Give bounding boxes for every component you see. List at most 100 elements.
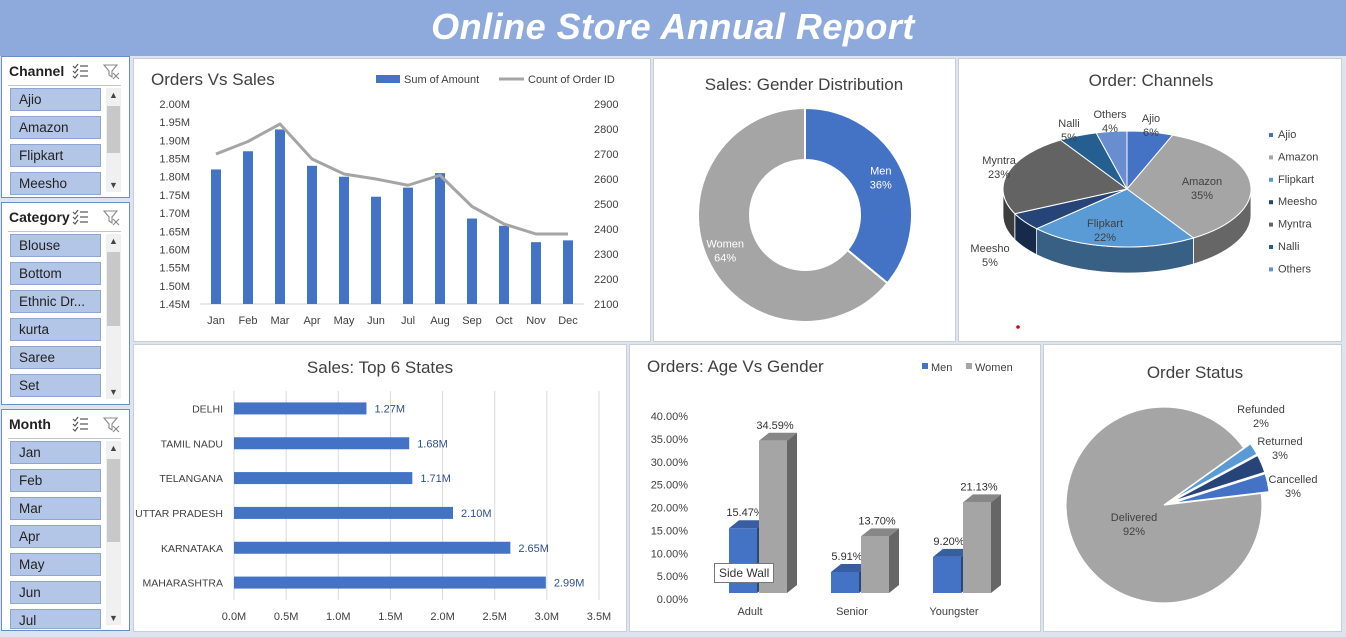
slice-label-name: Nalli bbox=[1058, 118, 1079, 130]
month-slicer: Month Jan Feb Mar Apr May Jun Jul ▲ ▼ bbox=[1, 409, 130, 631]
slicer-item-amazon[interactable]: Amazon bbox=[10, 116, 101, 139]
gender-distribution-panel: Sales: Gender Distribution Men 36% Women 64% bbox=[653, 58, 956, 342]
slicer-item-meesho[interactable]: Meesho bbox=[10, 172, 101, 195]
slicer-item-may[interactable]: May bbox=[10, 553, 101, 576]
bar-top-men bbox=[729, 520, 767, 529]
x-tick-label: 3.0M bbox=[535, 611, 559, 623]
donut-slice-women bbox=[697, 106, 889, 323]
y-left-tick-label: 1.85M bbox=[159, 154, 190, 166]
legend-label-orders: Count of Order ID bbox=[528, 74, 615, 86]
scroll-up-icon[interactable]: ▲ bbox=[109, 236, 118, 246]
pie-slice-amazon bbox=[1126, 134, 1252, 239]
pie-slice-delivered bbox=[1065, 406, 1263, 604]
data-label: 2.65M bbox=[518, 543, 549, 555]
y-tick-label: MAHARASHTRA bbox=[142, 578, 223, 590]
scroll-up-icon[interactable]: ▲ bbox=[109, 443, 118, 453]
slicer-item-jul[interactable]: Jul bbox=[10, 609, 101, 629]
slicer-item-ethnic-dr-[interactable]: Ethnic Dr... bbox=[10, 290, 101, 313]
slicer-item-flipkart[interactable]: Flipkart bbox=[10, 144, 101, 167]
pie-slice-returned bbox=[1171, 454, 1266, 503]
bar-karnataka bbox=[234, 541, 511, 554]
y-left-tick-label: 1.95M bbox=[159, 117, 190, 129]
slicer-item-saree[interactable]: Saree bbox=[10, 346, 101, 369]
slice-label-pct: 35% bbox=[1191, 190, 1213, 202]
clear-filter-icon[interactable] bbox=[101, 61, 121, 81]
bar-women-senior bbox=[861, 536, 889, 593]
slicer-item-jun[interactable]: Jun bbox=[10, 581, 101, 604]
legend-swatch-amount bbox=[376, 75, 400, 83]
slice-label-pct: 3% bbox=[1272, 450, 1288, 462]
scroll-down-icon[interactable]: ▼ bbox=[109, 180, 118, 190]
slicer-item-bottom[interactable]: Bottom bbox=[10, 262, 101, 285]
bar-amount-oct bbox=[499, 225, 509, 304]
bar-men-youngster bbox=[933, 556, 961, 593]
y-right-tick-label: 2500 bbox=[594, 199, 618, 211]
y-right-tick-label: 2800 bbox=[594, 124, 618, 136]
x-tick-label: Sep bbox=[462, 315, 482, 327]
slicer-item-jan[interactable]: Jan bbox=[10, 441, 101, 464]
scroll-thumb[interactable] bbox=[107, 459, 120, 542]
y-tick-label: 5.00% bbox=[657, 571, 688, 583]
clear-filter-icon[interactable] bbox=[101, 414, 121, 434]
legend-marker bbox=[1269, 222, 1273, 227]
slicer-item-blouse[interactable]: Blouse bbox=[10, 234, 101, 257]
legend-label-meesho: Meesho bbox=[1278, 196, 1317, 208]
slicer-item-set[interactable]: Set bbox=[10, 374, 101, 397]
x-tick-label: Adult bbox=[737, 606, 762, 618]
scroll-thumb[interactable] bbox=[107, 252, 120, 326]
legend-label-myntra: Myntra bbox=[1278, 219, 1313, 231]
y-tick-label: UTTAR PRADESH bbox=[135, 508, 223, 520]
legend-label-amazon: Amazon bbox=[1278, 151, 1318, 163]
legend-marker bbox=[1269, 200, 1273, 205]
slicer-scrollbar[interactable]: ▲ ▼ bbox=[106, 441, 121, 625]
bar-top-women bbox=[963, 494, 1001, 503]
bar-amount-dec bbox=[563, 240, 573, 304]
y-tick-label: TAMIL NADU bbox=[161, 438, 223, 450]
clear-filter-icon[interactable] bbox=[101, 207, 121, 227]
pie-slice-cancelled bbox=[1171, 472, 1270, 504]
x-tick-label: 1.5M bbox=[378, 611, 402, 623]
slicer-item-apr[interactable]: Apr bbox=[10, 525, 101, 548]
legend-swatch-men bbox=[922, 363, 928, 369]
slice-label-pct: 3% bbox=[1285, 488, 1301, 500]
slicer-scrollbar[interactable]: ▲ ▼ bbox=[106, 234, 121, 399]
x-tick-label: Oct bbox=[495, 315, 512, 327]
bar-telangana bbox=[234, 472, 413, 485]
data-label: 2.99M bbox=[554, 578, 585, 590]
scroll-thumb[interactable] bbox=[107, 106, 120, 153]
slice-label-pct: 92% bbox=[1123, 526, 1145, 538]
bar-amount-sep bbox=[467, 218, 477, 304]
bar-amount-jan bbox=[211, 169, 221, 304]
slice-label-name: Cancelled bbox=[1269, 474, 1318, 486]
x-tick-label: 0.5M bbox=[274, 611, 298, 623]
slice-label-pct: 5% bbox=[982, 257, 998, 269]
slicer-item-feb[interactable]: Feb bbox=[10, 469, 101, 492]
y-tick-label: 15.00% bbox=[651, 525, 689, 537]
slicer-divider bbox=[8, 438, 121, 439]
slicer-title: Channel bbox=[9, 63, 65, 79]
age-gender-panel: Orders: Age Vs Gender Men Women 0.00% 5.00% 1… bbox=[629, 344, 1041, 632]
slice-label-name: Others bbox=[1093, 109, 1127, 121]
slicer-item-mar[interactable]: Mar bbox=[10, 497, 101, 520]
slicer-scrollbar[interactable]: ▲ ▼ bbox=[106, 88, 121, 192]
scroll-down-icon[interactable]: ▼ bbox=[109, 613, 118, 623]
bar-amount-jul bbox=[403, 187, 413, 304]
report-title: Online Store Annual Report bbox=[431, 6, 915, 47]
slicer-item-kurta[interactable]: kurta bbox=[10, 318, 101, 341]
multi-select-icon[interactable] bbox=[70, 207, 90, 227]
scroll-down-icon[interactable]: ▼ bbox=[109, 387, 118, 397]
y-tick-label: 40.00% bbox=[651, 411, 689, 423]
y-right-tick-label: 2700 bbox=[594, 149, 618, 161]
multi-select-icon[interactable] bbox=[70, 414, 90, 434]
slice-label-name: Ajio bbox=[1142, 113, 1160, 125]
chart-title: Orders Vs Sales bbox=[151, 70, 275, 89]
slicer-item-ajio[interactable]: Ajio bbox=[10, 88, 101, 111]
bar-delhi bbox=[234, 402, 367, 415]
order-status-chart: Order Status Delivered 92% Refunded 2% Return… bbox=[1065, 363, 1318, 604]
bar-amount-apr bbox=[307, 165, 317, 304]
scroll-up-icon[interactable]: ▲ bbox=[109, 90, 118, 100]
slicer-title: Category bbox=[9, 209, 70, 225]
multi-select-icon[interactable] bbox=[70, 61, 90, 81]
bar-amount-may bbox=[339, 176, 349, 304]
age-gender-chart: Orders: Age Vs Gender Men Women 0.00% 5.00% 1… bbox=[647, 357, 1013, 618]
